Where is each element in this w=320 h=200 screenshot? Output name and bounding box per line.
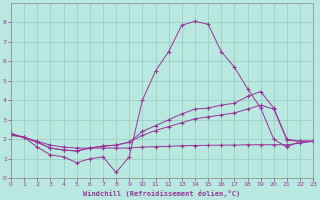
X-axis label: Windchill (Refroidissement éolien,°C): Windchill (Refroidissement éolien,°C) xyxy=(84,190,241,197)
